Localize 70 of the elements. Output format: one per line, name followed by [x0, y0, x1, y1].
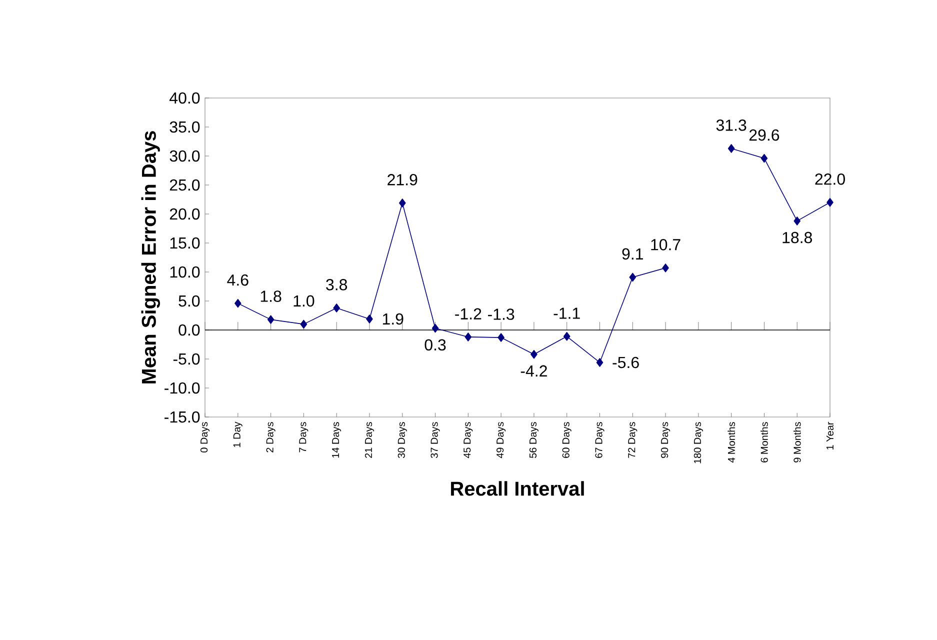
- point: [728, 144, 735, 153]
- data-label: 31.3: [716, 120, 746, 131]
- y-tick-label: 35.0: [170, 121, 200, 133]
- point: [333, 304, 340, 312]
- x-axis-title: Recall Interval: [451, 481, 584, 496]
- y-tick-label: 0.0: [178, 324, 200, 336]
- y-tick-label: 40.0: [170, 92, 200, 104]
- point: [498, 333, 504, 342]
- data-label: 3.8: [326, 279, 348, 290]
- x-tick-label: 6 Months: [760, 422, 768, 462]
- data-label: 1.9: [382, 313, 404, 325]
- point: [464, 332, 472, 342]
- x-tick-label: 1 Year: [826, 422, 834, 450]
- x-tick-label: 2 Days: [266, 422, 276, 452]
- point: [794, 216, 801, 226]
- x-tick-label: 21 Days: [364, 422, 374, 458]
- y-tick-label: 30.0: [170, 150, 200, 162]
- y-tick-label: 15.0: [170, 237, 200, 249]
- point: [398, 198, 406, 208]
- x-tick-label: 56 Days: [529, 422, 538, 458]
- x-tick-label: 30 Days: [398, 422, 407, 458]
- x-tick-label: 37 Days: [430, 422, 440, 458]
- x-tick-label: 90 Days: [661, 422, 670, 458]
- point: [629, 272, 636, 282]
- data-label: 4.6: [227, 274, 248, 286]
- x-tick-label: 49 Days: [496, 422, 506, 458]
- point: [366, 314, 373, 324]
- y-tick-label: 25.0: [170, 179, 200, 191]
- x-tick-label: 72 Days: [628, 422, 638, 458]
- data-label: 21.9: [388, 174, 418, 186]
- point: [432, 324, 439, 333]
- x-tick-label: 180 Days: [694, 422, 703, 464]
- data-label: 10.7: [651, 239, 680, 250]
- x-tick-label: 60 Days: [562, 422, 572, 458]
- data-label: 1.8: [260, 290, 282, 302]
- point: [826, 198, 834, 207]
- point: [596, 358, 604, 367]
- x-tick-label: 4 Months: [728, 422, 736, 463]
- x-tick-label: 1 Day: [233, 422, 242, 448]
- data-label: 9.1: [622, 248, 643, 260]
- y-axis-title: Mean Signed Error in Days: [141, 131, 160, 384]
- data-label: -1.1: [554, 308, 580, 319]
- y-tick-label: -5.0: [173, 353, 200, 365]
- x-tick-label: 9 Months: [793, 422, 801, 462]
- x-tick-label: 67 Days: [595, 422, 604, 458]
- data-label: 0.3: [424, 339, 446, 351]
- x-tick-label: 14 Days: [332, 422, 342, 458]
- y-tick-label: -10.0: [164, 382, 200, 394]
- point: [760, 154, 768, 163]
- x-tick-label: 45 Days: [464, 422, 473, 458]
- point: [267, 315, 274, 324]
- data-label: -1.3: [488, 308, 514, 320]
- point: [300, 320, 308, 329]
- data-label: -1.2: [455, 308, 482, 320]
- y-tick-label: -15.0: [164, 411, 200, 423]
- y-tick-label: 20.0: [170, 208, 200, 220]
- data-label: 22.0: [815, 173, 845, 185]
- x-tick-label: 0 Days: [200, 422, 210, 452]
- data-label: -4.2: [520, 365, 547, 376]
- point: [563, 332, 570, 341]
- y-tick-label: 10.0: [170, 266, 200, 278]
- point: [234, 298, 242, 308]
- data-label: -5.6: [612, 356, 639, 368]
- data-label: 18.8: [782, 232, 812, 244]
- point: [662, 264, 669, 272]
- data-label: 1.0: [294, 295, 314, 307]
- point: [530, 350, 538, 359]
- x-tick-label: 7 Days: [299, 422, 308, 452]
- y-tick-label: 5.0: [178, 295, 200, 307]
- data-label: 29.6: [749, 129, 780, 141]
